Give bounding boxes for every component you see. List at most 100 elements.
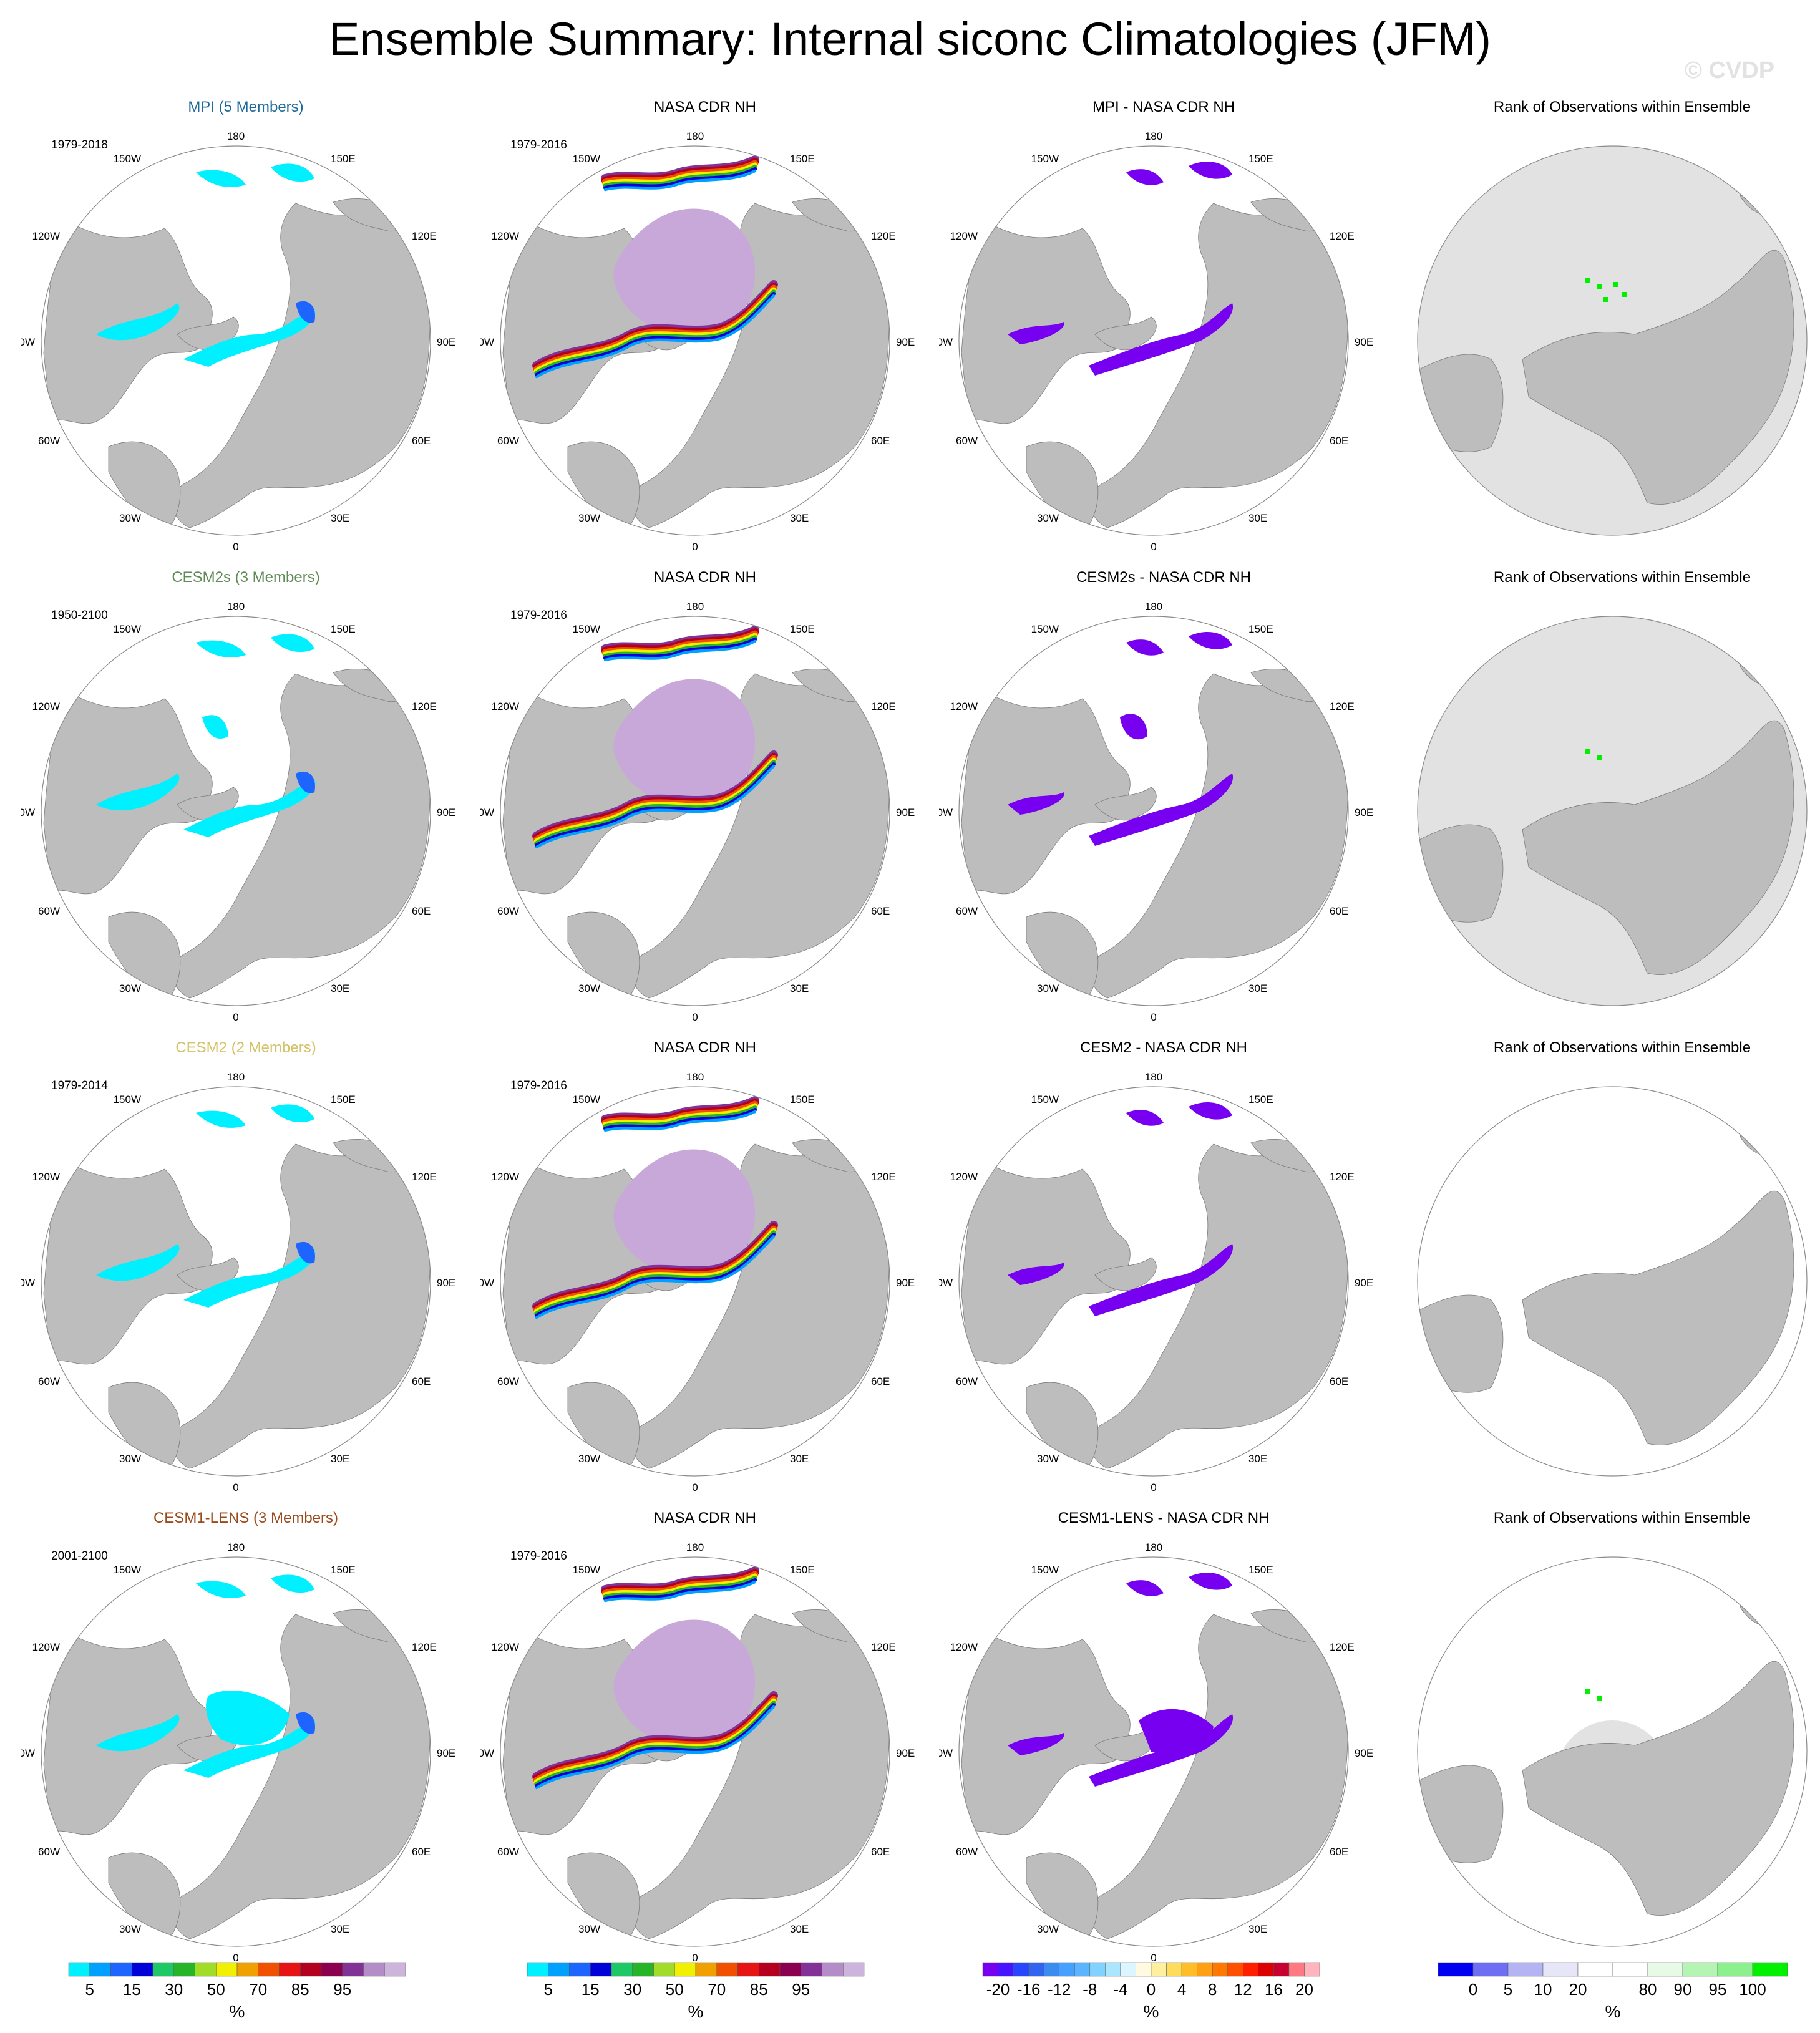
panel-r1-diff-land-1: [1094, 787, 1157, 821]
panel-r0-obs-lon-label-r2: 90E: [896, 336, 915, 348]
colorbar-siconc-obs-box-3: [590, 1962, 612, 1977]
panel-r2-obs-lon-label-r1: 120E: [871, 1171, 896, 1183]
panel-r1-diff-lon-label-tl: 150W: [1031, 623, 1059, 635]
panel-r0-model-lon-label-tl: 150W: [114, 153, 141, 165]
colorbar-siconc-obs-box-2: [569, 1962, 591, 1977]
panel-r3-model-ice-edge-2: [296, 1712, 315, 1734]
panel-r1-diff-frame: [958, 616, 1349, 1006]
panel-r0-model-ice-edge-4: [271, 163, 314, 182]
panel-r0-rank-rank-pixel-0: [1585, 278, 1590, 283]
panel-r2-diff-diff-0: [1008, 1263, 1064, 1285]
panel-r0-model-ice-edge-1: [183, 309, 316, 367]
panel-r3-diff-lon-label-top: 180: [1145, 1541, 1162, 1553]
panel-r2-diff-diff-1: [1089, 1244, 1234, 1316]
panel-r1-rank: Rank of Observations within Ensemble: [1398, 568, 1820, 1048]
colorbar-difference-box-10: [1136, 1962, 1152, 1977]
colorbar-difference-box-3: [1028, 1962, 1044, 1977]
panel-r3-diff-diff-0: [1008, 1733, 1064, 1755]
colorbar-siconc-model-box-8: [236, 1962, 258, 1977]
colorbar-difference-box-12: [1166, 1962, 1182, 1977]
panel-r1-obs-lon-label-tl: 150W: [573, 623, 600, 635]
panel-r0-diff-lon-label-r3: 60E: [1330, 435, 1348, 447]
colorbar-difference-box-6: [1074, 1962, 1091, 1977]
panel-r1-model-ice-edge-5: [202, 715, 228, 739]
panel-r1-obs-edge-1-band-5: [603, 638, 757, 660]
panel-r3-diff-lon-label-r3: 60E: [1330, 1846, 1348, 1858]
panel-r0-obs-lon-label-bl: 30W: [578, 512, 600, 524]
panel-r1-diff-lon-label-r3: 60E: [1330, 905, 1348, 917]
panel-r0-obs-frame: [500, 145, 890, 536]
colorbar-siconc-model-label-5: 85: [291, 1980, 309, 1999]
panel-r2-obs-frame: [500, 1086, 890, 1477]
colorbar-siconc-model-label-2: 30: [165, 1980, 183, 1999]
colorbar-siconc-obs-box-0: [527, 1962, 548, 1977]
panel-r2-obs-edge-0-band-5: [535, 1233, 776, 1317]
panel-r2-obs-lon-label-l2: 90W: [480, 1277, 494, 1289]
panel-r3-model-lon-label-br: 30E: [331, 1923, 349, 1935]
colorbar-rank-svg: 0 5 10 20 80 90 95 100%: [1438, 1962, 1788, 2021]
panel-r0-model-lon-label-top: 180: [227, 130, 245, 142]
panel-r3-model-lon-label-tr: 150E: [331, 1564, 356, 1576]
panel-r1-obs: NASA CDR NH 180 150W 150E 120W 120E 90W 90E 60W 6…: [480, 568, 930, 1048]
panel-r0-diff-lon-label-l1: 120W: [950, 230, 978, 242]
panel-r0-rank-land-0: [1418, 354, 1504, 452]
panel-r1-diff-lon-label-l2: 90W: [939, 807, 953, 818]
panel-r3-rank-map: [1417, 1556, 1808, 1947]
panel-r1-rank-land-0: [1418, 824, 1504, 923]
panel-r1-model-lon-label-br: 30E: [331, 983, 349, 994]
colorbar-siconc-model-box-14: [363, 1962, 385, 1977]
panel-r0-diff-land-1: [1094, 316, 1157, 351]
panel-r0-model-lon-label-bl: 30W: [119, 512, 141, 524]
panel-r3-diff-diff-4: [1139, 1709, 1214, 1754]
colorbar-siconc-model-box-4: [152, 1962, 174, 1977]
panel-r1-diff-lon-label-top: 180: [1145, 601, 1162, 613]
panel-r3-obs-lon-label-bottom: 0: [692, 1952, 698, 1964]
colorbar-rank-box-2: [1507, 1962, 1544, 1977]
panel-r1-diff-title: CESM2s - NASA CDR NH: [1076, 569, 1252, 586]
colorbar-siconc-model-box-5: [173, 1962, 195, 1977]
colorbar-rank-label-1: 5: [1504, 1980, 1512, 1999]
panel-r2-obs-lon-label-r2: 90E: [896, 1277, 915, 1289]
panel-r2-obs-edge-0-band-6: [535, 1235, 776, 1319]
colorbar-rank-box-8: [1717, 1962, 1753, 1977]
panel-r0-diff-lon-label-l2: 90W: [939, 336, 953, 348]
panel-r1-model-frame: [41, 616, 431, 1006]
panel-r1-model-lon-label-top: 180: [227, 601, 245, 613]
colorbar-difference-box-20: [1288, 1962, 1305, 1977]
panel-r3-model-ice-edge-0: [96, 1714, 180, 1752]
panel-r3-model-land-3: [108, 1852, 181, 1944]
panel-r3-obs-lon-label-l1: 120W: [492, 1641, 519, 1653]
panel-r1-diff-lon-label-bl: 30W: [1037, 983, 1059, 994]
colorbar-siconc-model-box-13: [342, 1962, 364, 1977]
panel-r1-diff-lon-label-bottom: 0: [1151, 1011, 1156, 1023]
colorbar-siconc-obs-label-4: 70: [708, 1980, 726, 1999]
panel-r3-model-ice-edge-5: [206, 1690, 290, 1745]
panel-r0-diff-map: 180 150W 150E 120W 120E 90W 90E 60W 60E 30W 30E 0: [939, 130, 1373, 553]
panel-r0-diff-diff-1: [1089, 303, 1234, 376]
panel-r1-model-map: 180 150W 150E 120W 120E 90W 90E 60W 60E 30W 30E 0: [21, 601, 455, 1023]
panel-r2-diff-lon-label-r2: 90E: [1355, 1277, 1373, 1289]
panel-r2-diff-lon-label-l1: 120W: [950, 1171, 978, 1183]
panel-r0-diff-diff-3: [1189, 161, 1232, 179]
panel-r0-model-lon-label-l1: 120W: [32, 230, 60, 242]
panel-r1-diff-lon-label-r1: 120E: [1330, 701, 1355, 712]
colorbar-siconc-model-box-3: [132, 1962, 153, 1977]
panel-r2-rank-land-1: [1522, 1190, 1794, 1445]
panel-r2-diff-lon-label-r3: 60E: [1330, 1376, 1348, 1387]
panel-r2-diff-lon-label-bottom: 0: [1151, 1482, 1156, 1493]
colorbar-difference-label-7: 8: [1208, 1980, 1217, 1999]
panel-r3-model-lon-label-bottom: 0: [233, 1952, 238, 1964]
colorbar-difference-box-2: [1013, 1962, 1029, 1977]
colorbar-siconc-model-box-10: [279, 1962, 301, 1977]
panel-r3-diff-lon-label-tl: 150W: [1031, 1564, 1059, 1576]
panel-r2-model-lon-label-tl: 150W: [114, 1094, 141, 1105]
colorbar-difference-label-9: 16: [1265, 1980, 1283, 1999]
figure-title: Ensemble Summary: Internal siconc Climat…: [329, 13, 1491, 65]
colorbar-rank-label-5: 90: [1674, 1980, 1692, 1999]
panel-r0-obs-lon-label-top: 180: [686, 130, 704, 142]
panel-r0-diff-lon-label-bl: 30W: [1037, 512, 1059, 524]
panel-r0-diff-lon-label-l3: 60W: [956, 435, 978, 447]
panel-r0-obs-lon-label-bottom: 0: [692, 541, 698, 553]
panel-r0-diff-land-0: [961, 219, 1131, 424]
panel-r3-rank-frame: [1417, 1556, 1808, 1947]
